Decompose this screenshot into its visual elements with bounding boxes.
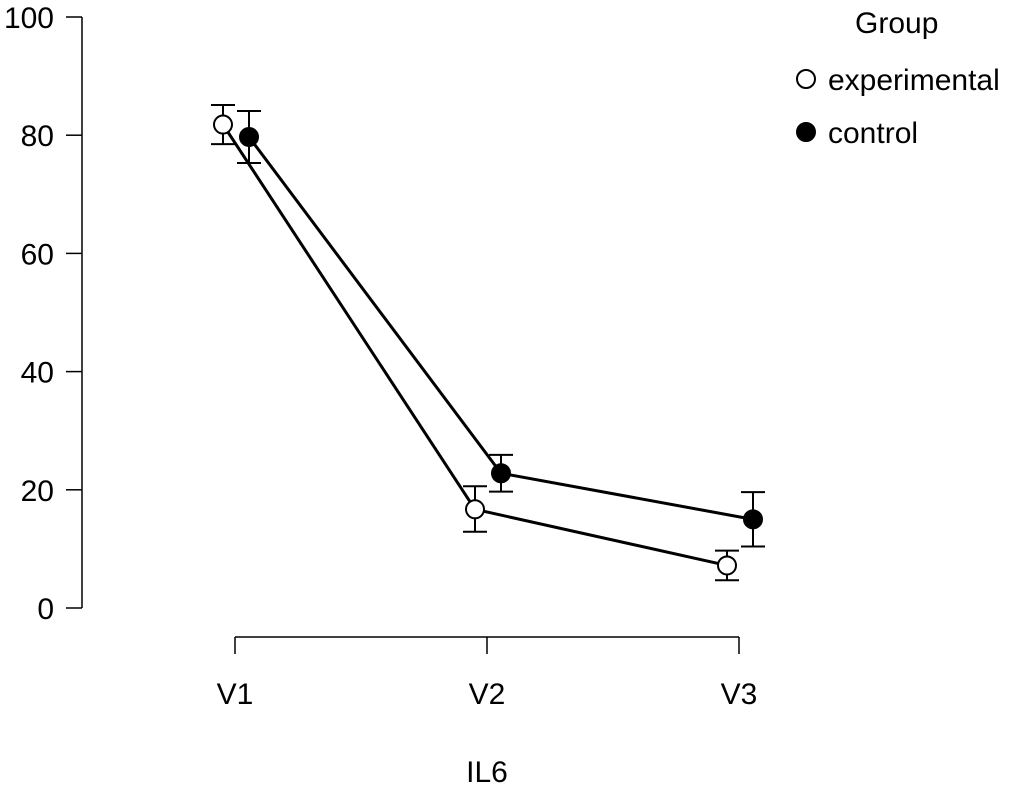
legend-marker-control xyxy=(796,122,816,142)
y-tick-label: 20 xyxy=(21,475,54,508)
y-tick-label: 0 xyxy=(37,593,54,626)
legend-marker-experimental xyxy=(796,69,816,89)
series-experimental xyxy=(211,104,739,582)
legend-label-experimental: experimental xyxy=(828,64,1000,97)
series-control xyxy=(237,109,765,548)
data-point xyxy=(717,555,737,576)
data-point xyxy=(743,509,763,530)
data-point xyxy=(239,126,259,147)
data-point xyxy=(213,114,233,135)
data-point xyxy=(491,463,511,484)
y-tick-label: 80 xyxy=(21,120,54,153)
x-tick-label: V2 xyxy=(469,678,506,711)
y-tick-label: 100 xyxy=(4,2,54,35)
y-axis: 0 20 40 60 80 100 xyxy=(4,2,83,626)
y-tick-label: 40 xyxy=(21,357,54,390)
data-point xyxy=(465,499,485,520)
y-tick-label: 60 xyxy=(21,238,54,271)
series-layer xyxy=(211,104,765,582)
legend-title: Group xyxy=(855,7,938,40)
legend-label-control: control xyxy=(828,117,918,150)
x-tick-label: V3 xyxy=(721,678,758,711)
legend: Group experimental control xyxy=(796,7,1000,150)
x-axis-title: IL6 xyxy=(466,756,508,789)
x-axis: V1 V2 V3 xyxy=(217,636,758,711)
x-tick-label: V1 xyxy=(217,678,254,711)
